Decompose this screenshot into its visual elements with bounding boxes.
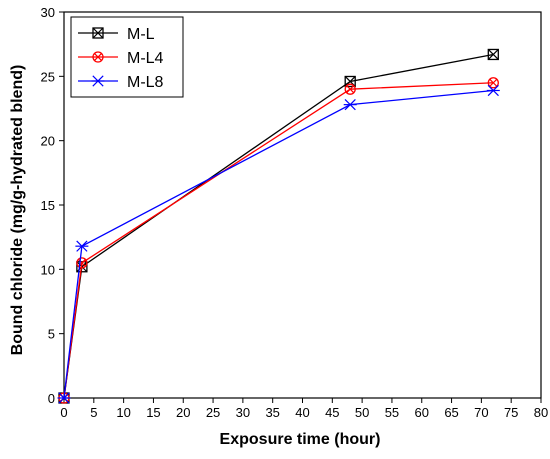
- legend-item: M-L4: [78, 50, 164, 67]
- x-tick-label: 50: [355, 405, 369, 420]
- x-tick-label: 25: [206, 405, 220, 420]
- legend-marker: [91, 75, 105, 87]
- x-tick-label: 65: [444, 405, 458, 420]
- y-tick-label: 20: [41, 134, 55, 149]
- plot-area: 0 5 10 15 20 25 30 35 40 45 50 55 60 65 70 75 80 0 5 10 15 20…: [41, 5, 549, 420]
- legend: M-L M-L4 M-L8: [70, 16, 184, 98]
- x-tick-label: 10: [116, 405, 130, 420]
- x-tick-label: 35: [265, 405, 279, 420]
- x-tick-label: 80: [534, 405, 548, 420]
- series-line: [63, 82, 494, 399]
- data-point: [343, 99, 357, 111]
- series-m-l8: [57, 84, 500, 404]
- x-tick-label: 45: [325, 405, 339, 420]
- x-axis-label: Exposure time (hour): [220, 431, 381, 448]
- x-tick-label: 60: [415, 405, 429, 420]
- legend-label: M-L4: [127, 50, 164, 67]
- x-tick-label: 55: [385, 405, 399, 420]
- data-point: [57, 392, 71, 404]
- data-point: [487, 77, 499, 89]
- series-line: [63, 53, 494, 399]
- x-tick-label: 30: [236, 405, 250, 420]
- legend-label: M-L: [127, 26, 155, 43]
- y-tick-label: 30: [41, 5, 55, 20]
- y-tick-label: 0: [48, 391, 55, 406]
- y-tick-label: 10: [41, 262, 55, 277]
- legend-item: M-L8: [78, 74, 164, 91]
- legend-label: M-L8: [127, 74, 164, 91]
- legend-marker: [92, 27, 104, 39]
- y-tick-label: 5: [48, 327, 55, 342]
- data-point: [487, 48, 499, 61]
- y-axis-label: Bound chloride (mg/g-hydrated blend): [9, 65, 26, 356]
- data-point: [344, 83, 356, 95]
- x-tick-label: 15: [146, 405, 160, 420]
- legend-marker: [92, 51, 104, 63]
- x-tick-label: 70: [474, 405, 488, 420]
- y-tick-label: 25: [41, 69, 55, 84]
- data-point: [486, 84, 500, 97]
- x-tick-label: 5: [90, 405, 97, 420]
- series-line: [63, 89, 494, 399]
- series-m-l: [58, 48, 499, 404]
- x-tick-label: 75: [504, 405, 518, 420]
- x-tick-label: 40: [295, 405, 309, 420]
- legend-item: M-L: [78, 26, 155, 43]
- x-tick-label: 20: [176, 405, 190, 420]
- x-tick-label: 0: [60, 405, 67, 420]
- data-point: [75, 240, 89, 252]
- series-layer: [57, 48, 500, 404]
- series-m-l4: [58, 77, 499, 404]
- y-tick-label: 15: [41, 198, 55, 213]
